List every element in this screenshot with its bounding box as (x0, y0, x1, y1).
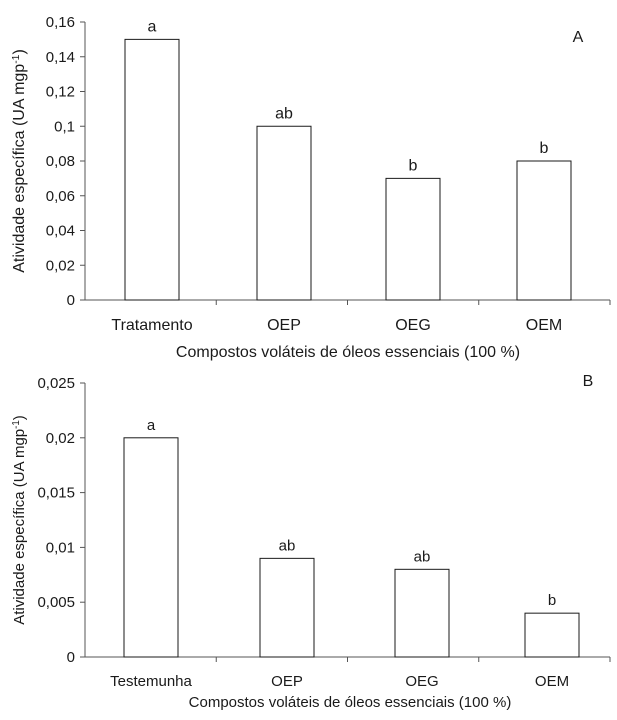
bar-significance-label: a (147, 417, 156, 434)
panel-label: A (573, 29, 584, 46)
x-tick-label: OEM (535, 673, 569, 690)
y-tick-label: 0,01 (46, 539, 75, 556)
bar-significance-label: b (409, 157, 418, 174)
x-tick-label: OEP (267, 317, 301, 334)
chart-panel-a: 0 0,02 0,04 0,06 0,08 0,1 0,12 0,14 0,16 a Tratame… (11, 14, 611, 361)
x-tick-label: Testemunha (110, 673, 192, 690)
bar-oeg (394, 568, 450, 658)
y-tick-label: 0,14 (46, 49, 75, 66)
y-tick-label: 0 (67, 649, 75, 666)
bar-significance-label: ab (279, 537, 296, 554)
panel-label: B (583, 373, 594, 390)
y-tick-label: 0,08 (46, 153, 75, 170)
x-axis-title: Compostos voláteis de óleos essenciais (… (176, 344, 520, 361)
x-tick-label: OEM (526, 317, 562, 334)
x-tick-label: OEP (271, 673, 303, 690)
y-tick-label: 0,02 (46, 430, 75, 447)
bar-oep (256, 125, 312, 301)
bar-significance-label: b (548, 592, 556, 609)
y-tick-label: 0,025 (37, 375, 75, 392)
y-tick-label: 0,015 (37, 485, 75, 502)
bar-oem (516, 160, 572, 301)
bar-significance-label: b (540, 140, 549, 157)
y-tick-label: 0,16 (46, 14, 75, 31)
y-axis-title: Atividade específica (UA mgp-1) (11, 49, 29, 273)
y-tick-label: 0,1 (54, 118, 75, 135)
y-tick-label: 0,005 (37, 594, 75, 611)
bar-tratamento (124, 38, 180, 301)
bar-testemunha (123, 437, 179, 658)
x-tick-label: Tratamento (111, 317, 192, 334)
y-axis-title: Atividade específica (UA mgp-1) (11, 415, 29, 625)
bar-significance-label: a (148, 18, 157, 35)
x-tick-label: OEG (405, 673, 438, 690)
y-tick-label: 0,04 (46, 223, 75, 240)
y-tick-label: 0,12 (46, 84, 75, 101)
bar-oem (524, 612, 580, 658)
y-tick-label: 0,06 (46, 188, 75, 205)
x-tick-label: OEG (395, 317, 431, 334)
bar-oeg (385, 177, 441, 301)
y-tick-label: 0,02 (46, 257, 75, 274)
y-tick-label: 0 (67, 292, 75, 309)
x-axis-title: Compostos voláteis de óleos essenciais (… (189, 694, 512, 711)
chart-panel-b: 0 0,005 0,01 0,015 0,02 0,025 a Testemunha ab OEP… (11, 373, 611, 711)
bar-oep (259, 557, 315, 658)
bar-significance-label: ab (275, 105, 293, 122)
bar-significance-label: ab (414, 548, 431, 565)
